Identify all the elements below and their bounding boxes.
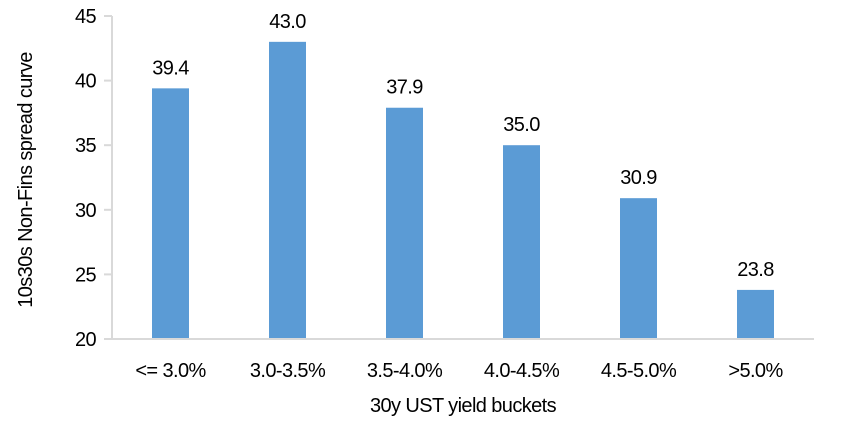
x-tick-label: >5.0%	[728, 360, 783, 382]
y-tick-label: 40	[75, 71, 97, 93]
bar	[269, 41, 306, 340]
x-tick-label: 3.0-3.5%	[250, 360, 326, 382]
axes: <= 3.0% 3.0-3.5% 3.5-4.0% 4.0-4.5% 4.5-5.0% >…	[75, 6, 814, 382]
data-label: 35.0	[503, 114, 540, 136]
bar	[152, 88, 189, 340]
bar	[737, 289, 774, 339]
bar	[620, 198, 657, 339]
y-axis-label: 10s30s Non-Fins spread curve	[15, 52, 37, 308]
y-tick-label: 45	[75, 6, 97, 28]
y-tick-label: 25	[75, 264, 97, 286]
y-tick-label: 30	[75, 200, 97, 222]
x-tick-label: 3.5-4.0%	[367, 360, 443, 382]
bar	[386, 107, 423, 340]
y-tick-label: 20	[75, 329, 97, 351]
bar	[503, 145, 540, 339]
y-tick-label: 35	[75, 135, 97, 157]
data-label: 43.0	[269, 11, 306, 33]
data-label: 30.9	[620, 167, 657, 189]
x-tick-label: 4.5-5.0%	[601, 360, 677, 382]
bars: 39.4 43.0 37.9 35.0 30.9 23.8	[152, 11, 775, 340]
data-label: 39.4	[152, 57, 189, 79]
data-label: 23.8	[737, 259, 774, 281]
x-axis-label: 30y UST yield buckets	[370, 395, 557, 417]
x-tick-label: 4.0-4.5%	[484, 360, 560, 382]
x-tick-label: <= 3.0%	[135, 360, 206, 382]
data-label: 37.9	[386, 77, 423, 99]
